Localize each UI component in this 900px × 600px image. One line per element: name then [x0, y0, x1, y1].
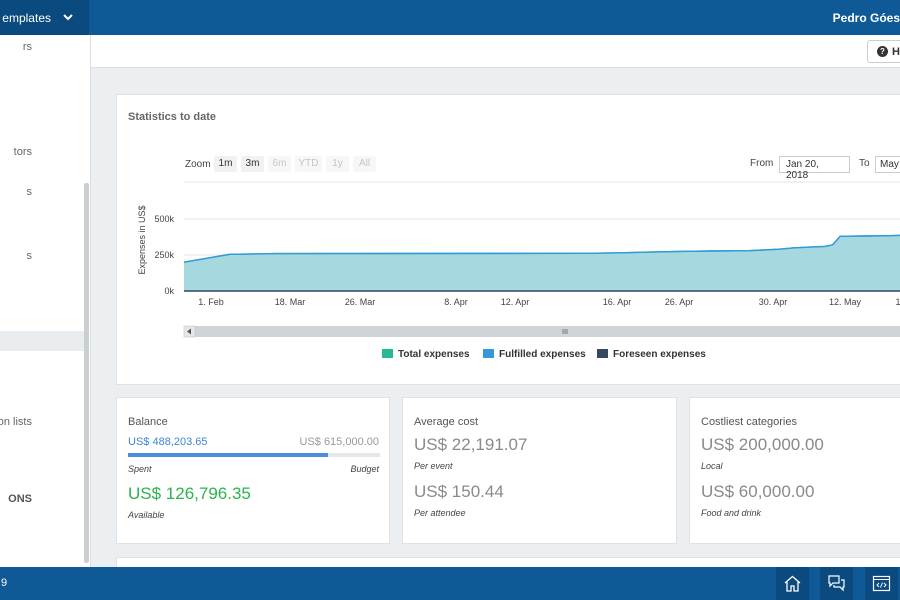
series-fulfilled-expenses-line [183, 234, 900, 263]
zoom-1y-button: 1y [326, 156, 349, 172]
category-label: Food and drink [701, 508, 762, 518]
zoom-1m-button[interactable]: 1m [214, 156, 237, 172]
sidebar-active-item[interactable] [0, 331, 87, 351]
per-event-value: US$ 22,191.07 [414, 435, 528, 454]
legend-label: Total expenses [398, 349, 470, 360]
category-value: US$ 200,000.00 [701, 435, 824, 454]
balance-title: Balance [128, 416, 168, 428]
legend-label: Fulfilled expenses [499, 349, 586, 360]
zoom-3m-button[interactable]: 3m [241, 156, 264, 172]
per-event-label: Per event [414, 461, 453, 471]
costliest-title: Costliest categories [701, 416, 797, 428]
y-tick-label: 0k [164, 286, 174, 296]
zoom-ytd-button: YTD [295, 156, 322, 172]
top-bar: emplates Pedro Góes [0, 0, 900, 35]
spent-label: Spent [128, 464, 152, 474]
zoom-6m-button: 6m [268, 156, 291, 172]
from-date-input[interactable]: Jan 20, 2018 [779, 156, 850, 181]
available-label: Available [128, 510, 165, 520]
available-value: US$ 126,796.35 [128, 484, 251, 503]
budget-progress-fill [128, 453, 329, 457]
budget-progress-bar [128, 453, 380, 457]
statistics-title: Statistics to date [128, 111, 217, 123]
expenses-chart: 0k 250k 500k 1. Feb 18. Mar 26. Mar 8. Apr 12.… [137, 181, 900, 338]
help-button-label: H [892, 46, 900, 58]
sidebar-item[interactable]: on lists [0, 416, 32, 428]
average-cost-card: Average cost US$ 22,191.07 Per event US$… [402, 397, 677, 544]
per-attendee-value: US$ 150.44 [414, 482, 504, 501]
balance-card: Balance US$ 488,203.65 US$ 615,000.00 Sp… [116, 397, 390, 544]
average-cost-title: Average cost [414, 416, 479, 428]
costliest-categories-card: Costliest categories US$ 200,000.00 Loca… [689, 397, 900, 544]
series-fulfilled-expenses-area [184, 235, 900, 291]
code-icon [872, 575, 891, 592]
x-tick-label: 12. May [829, 297, 862, 307]
question-icon: ? [877, 46, 888, 57]
legend-swatch [597, 349, 608, 358]
sidebar-item[interactable]: rs [22, 41, 32, 53]
home-icon [784, 575, 801, 592]
x-tick-label: 8. Apr [444, 297, 468, 307]
x-tick-label: 1 [895, 297, 900, 307]
legend-swatch [382, 349, 393, 358]
chevron-down-icon [63, 14, 73, 21]
x-tick-label: 30. Apr [759, 297, 788, 307]
x-tick-label: 18. Mar [275, 297, 306, 307]
footer-text: 9 [1, 577, 8, 589]
x-tick-label: 1. Feb [198, 297, 224, 307]
budget-value: US$ 615,000.00 [299, 436, 379, 448]
statistics-card: Statistics to date Zoom 1m 3m 6m YTD 1y … [116, 94, 900, 385]
zoom-label: Zoom [185, 159, 211, 170]
per-attendee-label: Per attendee [414, 508, 466, 518]
budget-label: Budget [350, 464, 379, 474]
sidebar-item[interactable]: tors [13, 146, 32, 158]
home-button[interactable] [776, 567, 809, 600]
chat-button[interactable] [820, 567, 853, 600]
legend-label: Foreseen expenses [613, 349, 706, 360]
from-label: From [750, 158, 774, 169]
x-tick-label: 12. Apr [501, 297, 530, 307]
legend-swatch [483, 349, 494, 358]
x-tick-label: 16. Apr [603, 297, 632, 307]
templates-dropdown[interactable]: emplates [0, 0, 89, 35]
user-name[interactable]: Pedro Góes [832, 11, 900, 25]
sidebar-item[interactable]: s [26, 250, 33, 262]
series-foreseen-expenses-line [184, 290, 900, 292]
to-date-input[interactable]: May [875, 156, 900, 173]
legend-foreseen-expenses[interactable]: Foreseen expenses [597, 349, 706, 360]
zoom-all-button: All [353, 156, 376, 172]
sidebar-item[interactable]: s [26, 186, 33, 198]
sidebar-scrollbar[interactable] [84, 183, 89, 563]
category-label: Local [701, 461, 723, 471]
sidebar: rs tors s s on lists ONS [0, 35, 91, 567]
chart-areas [183, 234, 900, 292]
legend-fulfilled-expenses[interactable]: Fulfilled expenses [483, 349, 586, 360]
legend-total-expenses[interactable]: Total expenses [382, 349, 470, 360]
spent-value: US$ 488,203.65 [128, 436, 208, 448]
footer-bar: 9 [0, 567, 900, 600]
to-label: To [859, 158, 870, 169]
sidebar-section-heading: ONS [8, 493, 32, 505]
grip-icon [562, 329, 568, 334]
chart-y-axis: 0k 250k 500k [154, 214, 174, 296]
x-tick-label: 26. Apr [665, 297, 694, 307]
chart-x-axis: 1. Feb 18. Mar 26. Mar 8. Apr 12. Apr 16. Apr… [198, 297, 900, 307]
x-tick-label: 26. Mar [345, 297, 376, 307]
templates-dropdown-label: emplates [2, 11, 51, 25]
header-strip [91, 35, 900, 68]
code-button[interactable] [865, 567, 898, 600]
chevron-left-icon [187, 328, 191, 335]
chart-navigator-scrollbar[interactable] [183, 325, 900, 338]
y-tick-label: 250k [154, 250, 174, 260]
y-tick-label: 500k [154, 214, 174, 224]
category-value: US$ 60,000.00 [701, 482, 815, 501]
help-button[interactable]: ? H [867, 40, 900, 63]
chart-y-axis-title: Expenses in US$ [137, 205, 147, 274]
chat-icon [828, 575, 845, 592]
